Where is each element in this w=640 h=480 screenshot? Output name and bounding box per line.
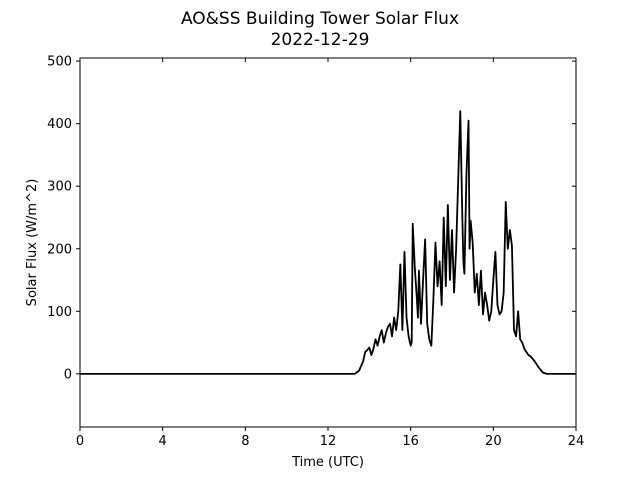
y-tick-label: 0 xyxy=(64,367,72,382)
x-tick-label: 24 xyxy=(568,434,585,449)
x-tick-label: 8 xyxy=(241,434,249,449)
x-tick-label: 12 xyxy=(320,434,337,449)
chart-subtitle: 2022-12-29 xyxy=(271,30,370,50)
x-axis-label: Time (UTC) xyxy=(291,455,364,470)
series-line-0 xyxy=(80,110,576,375)
y-tick-label: 300 xyxy=(47,180,72,195)
chart-title: AO&SS Building Tower Solar Flux xyxy=(181,9,459,29)
axis-ticks: 0 4 8 12 16 20 24 0 100 200 300 400 500 xyxy=(47,55,584,449)
x-tick-label: 4 xyxy=(159,434,167,449)
x-tick-label: 20 xyxy=(485,434,502,449)
y-axis-label: Solar Flux (W/m^2) xyxy=(25,179,40,307)
x-tick-label: 16 xyxy=(402,434,419,449)
plot-area xyxy=(80,110,576,375)
y-tick-label: 100 xyxy=(47,305,72,320)
y-tick-label: 400 xyxy=(47,117,72,132)
x-tick-label: 0 xyxy=(76,434,84,449)
y-tick-label: 500 xyxy=(47,55,72,70)
y-tick-label: 200 xyxy=(47,242,72,257)
